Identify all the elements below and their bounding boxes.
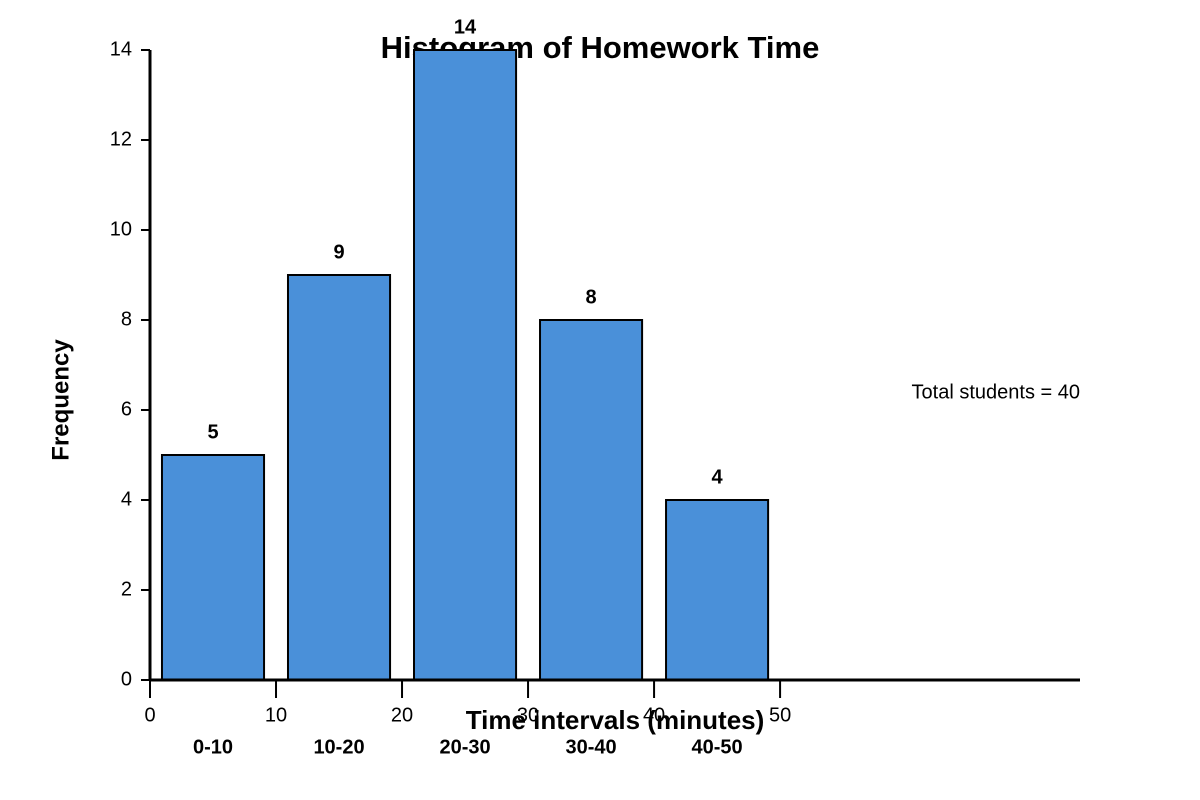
category-label: 0-10: [193, 736, 233, 758]
x-tick-label: 50: [769, 704, 791, 726]
bar: [160, 454, 266, 681]
x-axis-label: Time intervals (minutes): [466, 705, 765, 735]
bar: [413, 49, 518, 681]
y-tick-label: 6: [121, 398, 132, 420]
value-label: 4: [712, 466, 724, 488]
category-label: 10-20: [313, 736, 364, 758]
bar: [665, 499, 770, 681]
value-label: 5: [207, 421, 218, 443]
y-axis-label: Frequency: [47, 339, 74, 461]
x-tick-label: 30: [517, 704, 539, 726]
x-tick-label: 40: [643, 704, 665, 726]
y-tick-label: 12: [110, 128, 132, 150]
y-tick-label: 4: [121, 488, 132, 510]
category-label: 30-40: [565, 736, 616, 758]
bar: [286, 274, 392, 681]
value-label: 8: [585, 286, 596, 308]
value-label: 9: [333, 241, 344, 263]
annotation: Total students = 40: [912, 381, 1080, 403]
bar: [539, 319, 644, 681]
y-tick-label: 2: [121, 578, 132, 600]
x-tick-label: 0: [144, 704, 155, 726]
y-tick-label: 14: [110, 38, 132, 60]
value-label: 14: [454, 16, 477, 38]
category-label: 20-30: [439, 736, 490, 758]
x-tick-label: 10: [265, 704, 287, 726]
y-tick-label: 8: [121, 308, 132, 330]
y-tick-label: 0: [121, 668, 132, 690]
category-label: 40-50: [691, 736, 742, 758]
x-tick-label: 20: [391, 704, 413, 726]
y-tick-label: 10: [110, 218, 132, 240]
